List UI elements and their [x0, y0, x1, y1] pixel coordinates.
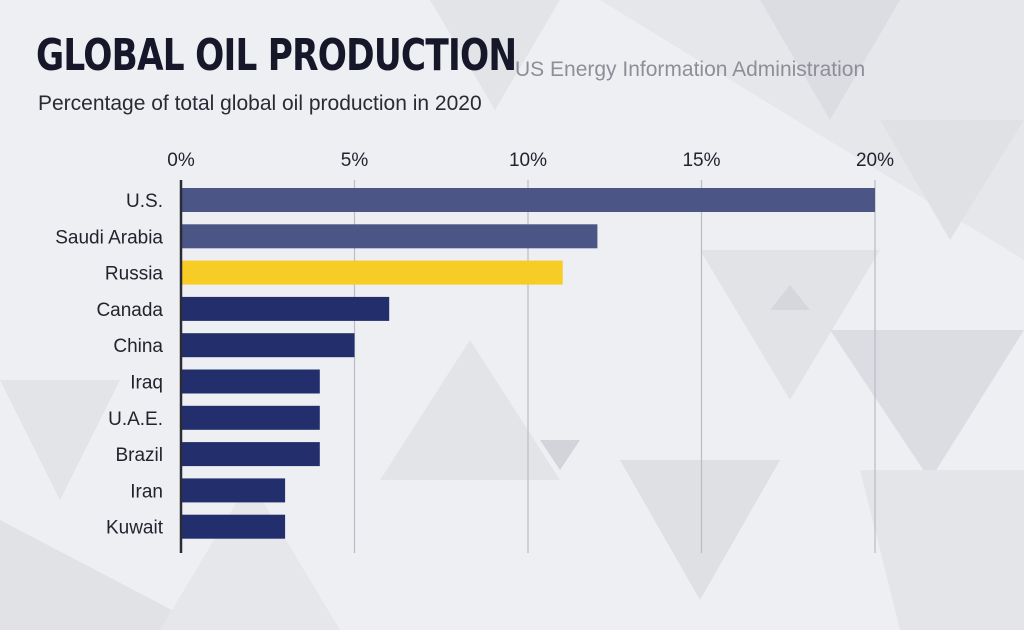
- bar: [181, 188, 875, 212]
- category-label: U.S.: [126, 191, 163, 212]
- x-tick-label: 10%: [509, 150, 547, 171]
- x-tick-label: 5%: [341, 150, 369, 171]
- x-tick-label: 20%: [856, 150, 894, 171]
- category-label: Canada: [96, 300, 163, 321]
- bar: [181, 405, 320, 430]
- category-label: Iraq: [130, 373, 163, 394]
- bar: [181, 224, 598, 249]
- bar: [181, 514, 286, 539]
- chart-title: GLOBAL OIL PRODUCTION: [36, 30, 517, 81]
- bar: [181, 478, 286, 503]
- category-label: U.A.E.: [108, 409, 163, 430]
- bar: [181, 369, 320, 394]
- x-tick-label: 0%: [167, 150, 195, 171]
- bar: [181, 260, 563, 285]
- category-label: China: [113, 336, 163, 357]
- x-tick-label: 15%: [682, 150, 720, 171]
- category-label: Kuwait: [106, 518, 164, 539]
- category-label: Saudi Arabia: [55, 227, 163, 248]
- category-label: Russia: [105, 264, 164, 285]
- source-label: US Energy Information Administration: [515, 58, 866, 81]
- category-label: Brazil: [115, 445, 163, 466]
- bar: [181, 333, 355, 358]
- bar: [181, 296, 390, 321]
- chart-subtitle: Percentage of total global oil productio…: [38, 92, 482, 115]
- category-label: Iran: [130, 481, 163, 502]
- bar: [181, 442, 320, 467]
